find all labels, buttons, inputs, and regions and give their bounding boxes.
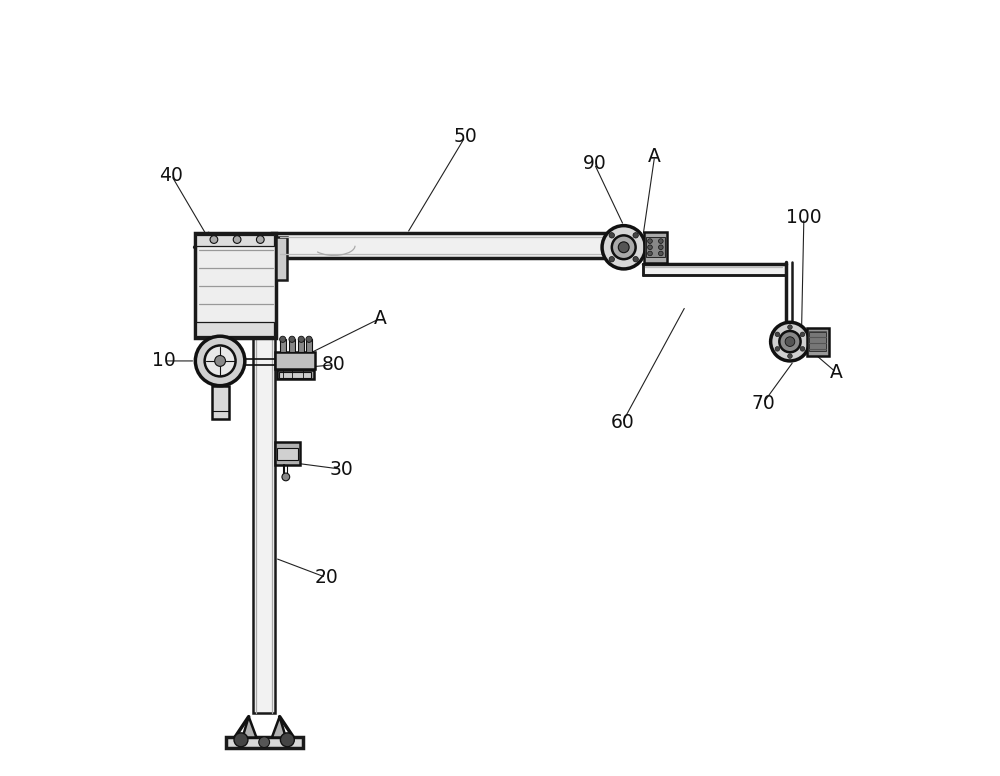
Bar xyxy=(280,339,286,352)
Text: 50: 50 xyxy=(453,127,477,146)
Circle shape xyxy=(659,245,663,250)
Bar xyxy=(196,235,274,246)
Circle shape xyxy=(788,354,792,359)
Text: 20: 20 xyxy=(314,568,338,587)
Bar xyxy=(195,234,276,338)
Circle shape xyxy=(215,355,226,366)
Bar xyxy=(226,737,303,747)
Circle shape xyxy=(800,332,805,337)
Bar xyxy=(643,265,786,275)
Polygon shape xyxy=(272,716,286,737)
Bar xyxy=(298,339,304,352)
Text: A: A xyxy=(830,363,843,382)
Text: 30: 30 xyxy=(330,459,353,479)
Circle shape xyxy=(234,733,248,747)
Circle shape xyxy=(659,239,663,244)
Circle shape xyxy=(205,345,236,376)
Bar xyxy=(272,234,624,258)
Text: 80: 80 xyxy=(322,355,346,374)
Bar xyxy=(277,370,314,379)
Circle shape xyxy=(775,347,780,352)
Circle shape xyxy=(289,336,295,342)
Text: A: A xyxy=(374,309,387,328)
Circle shape xyxy=(785,337,795,346)
Bar xyxy=(276,237,287,280)
Circle shape xyxy=(256,236,264,244)
Bar xyxy=(809,332,826,351)
Circle shape xyxy=(633,233,638,238)
Bar xyxy=(644,232,667,263)
Circle shape xyxy=(648,245,652,250)
Circle shape xyxy=(659,251,663,256)
Circle shape xyxy=(210,236,218,244)
Circle shape xyxy=(618,242,629,253)
Text: 100: 100 xyxy=(786,209,822,227)
Circle shape xyxy=(298,336,304,342)
Circle shape xyxy=(612,235,636,259)
Bar xyxy=(275,352,315,369)
Circle shape xyxy=(771,322,809,361)
Circle shape xyxy=(259,736,270,747)
Text: 70: 70 xyxy=(751,394,775,413)
Text: 90: 90 xyxy=(582,154,606,173)
Circle shape xyxy=(195,336,245,386)
Polygon shape xyxy=(243,716,256,737)
Circle shape xyxy=(233,236,241,244)
Circle shape xyxy=(800,347,805,352)
Circle shape xyxy=(280,336,286,342)
Circle shape xyxy=(788,325,792,330)
Circle shape xyxy=(775,332,780,337)
Bar xyxy=(646,237,665,258)
Text: 10: 10 xyxy=(152,352,176,370)
Bar xyxy=(279,372,311,378)
Circle shape xyxy=(602,226,645,269)
Bar xyxy=(212,386,229,419)
Bar xyxy=(306,339,312,352)
Bar xyxy=(289,339,295,352)
Bar xyxy=(275,442,300,466)
Bar xyxy=(277,448,298,460)
Text: 40: 40 xyxy=(159,166,183,185)
Circle shape xyxy=(648,239,652,244)
Circle shape xyxy=(609,257,614,262)
Bar xyxy=(807,327,829,355)
Circle shape xyxy=(280,733,294,747)
Circle shape xyxy=(779,331,801,352)
Bar xyxy=(253,314,275,712)
Bar xyxy=(196,322,274,336)
Circle shape xyxy=(306,336,312,342)
Circle shape xyxy=(648,251,652,256)
Text: A: A xyxy=(648,147,661,165)
Circle shape xyxy=(282,473,290,481)
Circle shape xyxy=(633,257,638,262)
Text: 60: 60 xyxy=(610,414,634,432)
Circle shape xyxy=(609,233,614,238)
